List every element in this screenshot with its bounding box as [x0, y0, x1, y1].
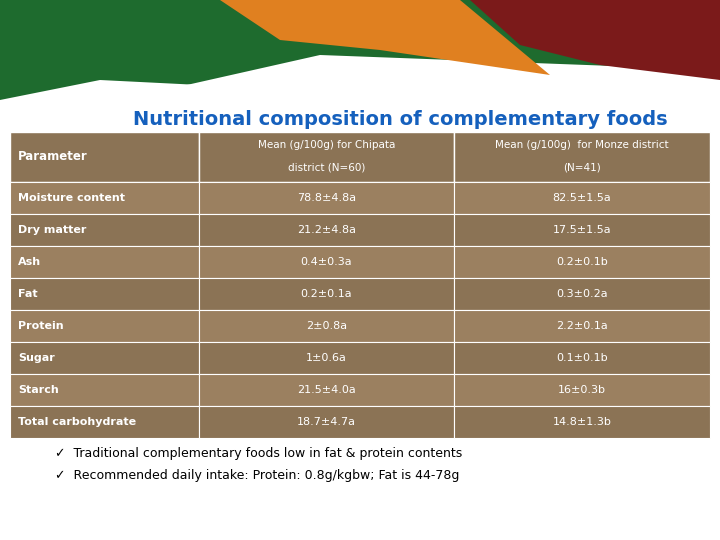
Text: 16±0.3b: 16±0.3b: [558, 385, 606, 395]
Bar: [199, 374, 454, 406]
Bar: [10, 374, 199, 406]
Bar: [10, 278, 199, 310]
Text: Ash: Ash: [18, 257, 41, 267]
Text: ✓  Traditional complementary foods low in fat & protein contents: ✓ Traditional complementary foods low in…: [55, 447, 462, 460]
Text: 21.5±4.0a: 21.5±4.0a: [297, 385, 356, 395]
Text: 17.5±1.5a: 17.5±1.5a: [553, 225, 611, 235]
Polygon shape: [0, 80, 720, 100]
Text: ✓  Recommended daily intake: Protein: 0.8g/kgbw; Fat is 44-78g: ✓ Recommended daily intake: Protein: 0.8…: [55, 469, 459, 483]
Text: 82.5±1.5a: 82.5±1.5a: [553, 193, 611, 203]
Bar: [199, 182, 454, 214]
Text: Moisture content: Moisture content: [18, 193, 125, 203]
Text: Starch: Starch: [18, 385, 59, 395]
Text: Protein: Protein: [18, 321, 63, 331]
Text: 0.3±0.2a: 0.3±0.2a: [556, 289, 608, 299]
Bar: [10, 246, 199, 278]
Text: Dry matter: Dry matter: [18, 225, 86, 235]
Polygon shape: [0, 55, 720, 100]
Bar: [199, 310, 454, 342]
Bar: [199, 406, 454, 438]
Bar: [199, 342, 454, 374]
Bar: [454, 342, 710, 374]
Text: 2±0.8a: 2±0.8a: [306, 321, 347, 331]
Text: 21.2±4.8a: 21.2±4.8a: [297, 225, 356, 235]
Text: Nutritional composition of complementary foods: Nutritional composition of complementary…: [132, 110, 667, 129]
Text: Parameter: Parameter: [18, 151, 88, 164]
Text: district (N=60): district (N=60): [288, 163, 365, 173]
Bar: [199, 132, 454, 182]
Text: Mean (g/100g)  for Monze district: Mean (g/100g) for Monze district: [495, 140, 669, 150]
Bar: [10, 342, 199, 374]
Bar: [454, 310, 710, 342]
Bar: [454, 214, 710, 246]
Bar: [454, 182, 710, 214]
Text: Sugar: Sugar: [18, 353, 55, 363]
Bar: [199, 278, 454, 310]
Bar: [10, 132, 199, 182]
Bar: [10, 406, 199, 438]
Text: 0.2±0.1a: 0.2±0.1a: [301, 289, 352, 299]
Bar: [10, 310, 199, 342]
Bar: [454, 278, 710, 310]
Text: 2.2±0.1a: 2.2±0.1a: [556, 321, 608, 331]
Text: 0.2±0.1b: 0.2±0.1b: [556, 257, 608, 267]
Text: Mean (g/100g) for Chipata: Mean (g/100g) for Chipata: [258, 140, 395, 150]
Text: 78.8±4.8a: 78.8±4.8a: [297, 193, 356, 203]
Bar: [199, 214, 454, 246]
Text: 1±0.6a: 1±0.6a: [306, 353, 347, 363]
Text: Total carbohydrate: Total carbohydrate: [18, 417, 136, 427]
Bar: [10, 182, 199, 214]
Text: 0.4±0.3a: 0.4±0.3a: [301, 257, 352, 267]
Bar: [10, 214, 199, 246]
Text: 18.7±4.7a: 18.7±4.7a: [297, 417, 356, 427]
Text: (N=41): (N=41): [563, 163, 601, 173]
Bar: [454, 374, 710, 406]
Polygon shape: [470, 0, 720, 80]
Bar: [199, 246, 454, 278]
Bar: [454, 246, 710, 278]
Text: 0.1±0.1b: 0.1±0.1b: [556, 353, 608, 363]
Text: 14.8±1.3b: 14.8±1.3b: [552, 417, 611, 427]
Polygon shape: [220, 0, 550, 75]
Bar: [454, 406, 710, 438]
Bar: [454, 132, 710, 182]
Text: Fat: Fat: [18, 289, 37, 299]
Polygon shape: [0, 0, 720, 100]
